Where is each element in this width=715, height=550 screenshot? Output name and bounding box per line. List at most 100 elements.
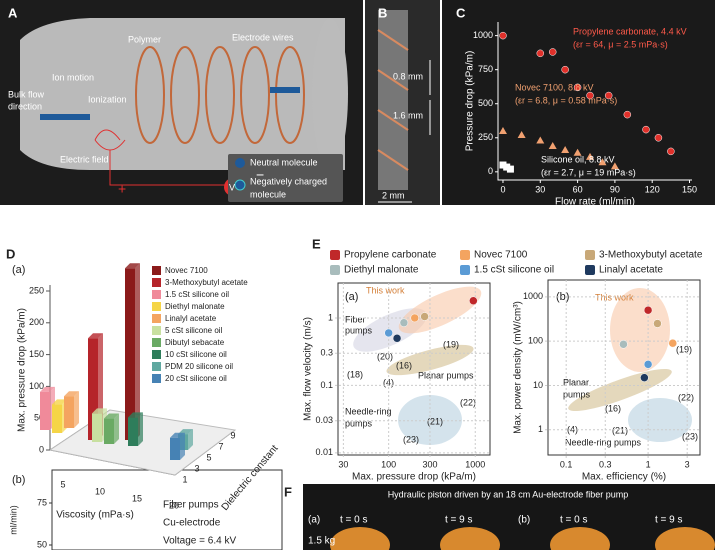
annotation: (21) <box>427 416 443 426</box>
bar <box>125 268 135 440</box>
z-axis-label: Dielectric constant <box>220 443 281 513</box>
y-tick-label: 10 <box>533 380 543 390</box>
bar-top <box>125 263 140 269</box>
annotation: (εr = 64, μ = 2.5 mPa·s) <box>573 39 668 49</box>
bar-top <box>64 391 79 397</box>
x-tick-label: 1000 <box>465 459 485 469</box>
point <box>573 83 582 92</box>
y-tick-label: 50 <box>34 413 44 423</box>
x-axis-label: Viscosity (mPa·s) <box>56 510 134 521</box>
legend-swatch <box>330 250 340 260</box>
x-tick-label: 20 <box>169 500 179 510</box>
annotation: Electrode wires <box>232 32 294 42</box>
annotation: Planar pumps <box>418 370 474 380</box>
legend-label: Diethyl malonate <box>344 265 419 276</box>
axes <box>497 22 692 181</box>
legend-swatch <box>585 250 595 260</box>
annotation: Needle-ring <box>345 406 392 416</box>
sub-label: (a) <box>12 264 25 276</box>
point <box>643 305 653 315</box>
point <box>469 296 478 306</box>
panel-title: Hydraulic piston driven by an 18 cm Au-e… <box>388 489 629 499</box>
z-tick-label: 5 <box>206 452 211 462</box>
bar-top <box>92 408 107 414</box>
legend-label: 1.5 cSt silicone oil <box>165 290 229 299</box>
bar-top <box>104 413 119 419</box>
point <box>610 162 619 170</box>
x-tick-label: 5 <box>60 479 65 489</box>
panel-label: F <box>284 484 292 499</box>
point <box>640 373 649 382</box>
x-axis-label: Max. pressure drop (kPa/m) <box>352 472 476 483</box>
sub-label: (b) <box>12 474 25 486</box>
x-tick-label: 150 <box>682 184 697 194</box>
annotation: Needle-ring pumps <box>565 437 642 447</box>
bar-side <box>188 429 193 450</box>
z-tick-label: 9 <box>230 430 235 440</box>
legend-label: Propylene carbonate <box>344 250 437 261</box>
legend-label: 3-Methoxybutyl acetate <box>165 278 248 287</box>
x-tick-label: 0.1 <box>560 459 573 469</box>
y-tick-label: 0.03 <box>315 415 333 425</box>
annotation: (20) <box>377 351 393 361</box>
bar-top <box>88 333 103 339</box>
panel-label: E <box>312 236 321 251</box>
panel-label: B <box>378 5 387 20</box>
region-this-work-b <box>610 288 670 372</box>
onions <box>330 527 715 550</box>
x-tick-label: 100 <box>381 459 396 469</box>
annotation: Ion motion <box>52 72 94 82</box>
bar-top <box>52 399 67 405</box>
annotation: 1.5 kg <box>308 536 335 547</box>
point <box>598 158 607 166</box>
x-tick-label: 90 <box>610 184 620 194</box>
annotation: Polymer <box>128 34 161 44</box>
legend-label: PDM 20 silicone oil <box>165 362 233 371</box>
y-tick-label: 100 <box>528 336 543 346</box>
panel-label: A <box>8 5 18 20</box>
legend-swatch <box>152 350 161 359</box>
legend-label: Linalyl acetate <box>599 265 663 276</box>
annotation: Electric field <box>60 154 109 164</box>
annotation: Cu-electrode <box>163 518 221 529</box>
annotation: Fiber pumps <box>163 500 219 511</box>
annotation: (23) <box>403 434 419 444</box>
point <box>586 91 594 100</box>
legend-label: Novec 7100 <box>474 250 528 261</box>
electrode-coil <box>135 46 305 144</box>
axes <box>547 279 701 456</box>
y-tick-label: 200 <box>29 317 44 327</box>
bar-side <box>138 412 143 446</box>
z-tick-label: 3 <box>194 463 199 473</box>
y-tick-label: 500 <box>478 98 493 108</box>
annotation: (εr = 2.7, μ = 19 mPa·s) <box>541 167 636 177</box>
point <box>503 163 511 171</box>
point <box>536 49 545 58</box>
annotation: Novec 7100, 8.8 kV <box>515 82 594 92</box>
y-tick-label: 0 <box>39 444 44 454</box>
y-tick-label: 1 <box>328 312 333 322</box>
y-tick-label: 100 <box>29 381 44 391</box>
point <box>420 312 429 321</box>
y-tick-label: 1000 <box>523 291 543 301</box>
annotation: (εr = 6.8, μ = 0.58 mPa·s) <box>515 95 617 105</box>
point <box>561 65 569 74</box>
legend-label: Dibutyl sebacate <box>165 338 225 347</box>
x-tick-label: 15 <box>132 493 142 503</box>
point <box>498 126 507 134</box>
y-tick-label: 1 <box>538 424 543 434</box>
point <box>399 318 409 327</box>
annotation: (19) <box>676 344 692 354</box>
y-axis-label: Pressure drop (kPa/m) <box>465 51 476 152</box>
point <box>586 152 595 160</box>
cylinder <box>20 18 345 170</box>
fiber-coil <box>377 29 409 171</box>
bar <box>170 437 180 460</box>
y-tick-label: 1000 <box>473 30 493 40</box>
annotation: pumps <box>563 389 591 399</box>
annotation: Bulk flow <box>8 89 45 99</box>
annotation: 0.8 mm <box>393 71 423 81</box>
annotation: Neutral molecule <box>250 157 318 167</box>
y-tick-label: 50 <box>37 539 47 549</box>
